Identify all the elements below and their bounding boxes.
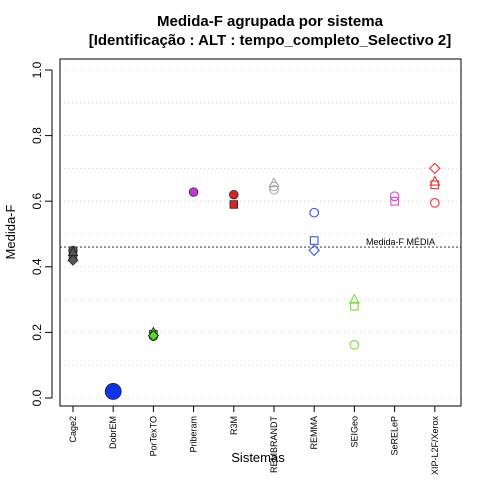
chart-title-line1: Medida-F agrupada por sistema	[157, 13, 384, 30]
y-tick-label: 0.6	[30, 193, 44, 210]
data-point	[147, 330, 159, 342]
y-axis-label: Medida-F	[3, 204, 18, 259]
data-point	[268, 177, 280, 188]
y-tick-label: 0.0	[30, 389, 44, 406]
plot-frame	[59, 58, 462, 407]
data-points	[67, 162, 441, 400]
x-tick-label: Priberam	[189, 416, 199, 453]
x-tick-label: SEIGeo	[349, 416, 359, 448]
y-axis: 0.0 0.2 0.4 0.6 0.8 1.0	[30, 61, 53, 406]
data-point	[429, 175, 441, 186]
data-point	[349, 340, 360, 350]
data-point	[104, 383, 122, 400]
data-point	[67, 254, 79, 266]
data-point	[188, 187, 199, 197]
x-tick-label: PorTexTO	[148, 416, 158, 456]
grid-lines	[60, 69, 461, 399]
x-axis-label: Sistemas	[231, 450, 285, 465]
x-tick-label: SeRELeP	[390, 416, 400, 456]
data-point	[269, 184, 279, 195]
x-tick-label: R3M	[229, 416, 239, 435]
x-tick-label: Cage2	[68, 416, 78, 443]
data-point	[229, 200, 238, 209]
y-tick-label: 0.8	[30, 127, 44, 144]
data-point	[390, 196, 399, 206]
data-point	[429, 197, 440, 208]
x-tick-label: XIP-L2F/Xerox	[430, 416, 440, 476]
data-point	[348, 293, 360, 304]
data-point	[309, 236, 319, 245]
x-tick-label: REMMA	[309, 416, 319, 450]
data-point	[389, 191, 400, 202]
data-point	[429, 162, 441, 175]
data-point	[350, 301, 359, 311]
y-tick-label: 0.2	[30, 324, 44, 341]
x-axis: Cage2 DobrEM PorTexTO Priberam R3M REMBRANDT R…	[68, 405, 440, 476]
y-tick-label: 1.0	[30, 61, 44, 78]
data-point	[229, 189, 239, 200]
reference-line-group: Medida-F MÉDIA	[60, 237, 461, 248]
mean-reference-label: Medida-F MÉDIA	[366, 237, 435, 247]
x-tick-label: REMBRANDT	[269, 416, 279, 474]
data-point	[308, 244, 320, 257]
data-point	[309, 207, 320, 218]
x-tick-label: DobrEM	[108, 416, 118, 449]
y-tick-label: 0.4	[30, 258, 44, 275]
chart-title-line2: [Identificação : ALT : tempo_completo_Se…	[89, 32, 452, 49]
